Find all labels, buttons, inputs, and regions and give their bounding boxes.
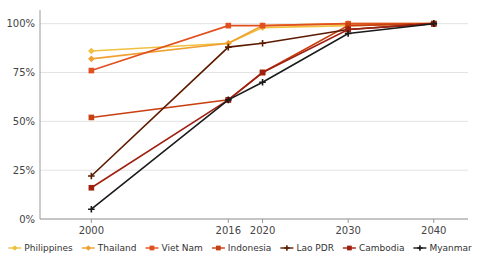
chart: 0% 25% 50% 75% 100% 2000 2016 2020 2030 2040 Phili… [0,0,480,261]
legend-label: Thailand [97,243,137,253]
point [259,79,266,86]
point [89,115,95,121]
point [260,23,266,29]
point [431,21,437,27]
x-tick [262,219,263,223]
x-tick-label: 2030 [335,225,360,236]
y-tick-label: 100% [6,18,35,29]
series-line [91,24,433,188]
series-line [91,24,433,176]
point [225,97,232,104]
point [88,206,95,213]
point [259,22,266,29]
y-tick-label: 75% [13,67,35,78]
legend-marker [12,245,18,251]
point [431,21,437,27]
legend-item: Myanmar [413,243,472,253]
plot-area [88,20,437,212]
y-tick-label: 0% [19,214,35,225]
point [89,185,95,191]
point [431,21,437,27]
legend-item: Lao PDR [280,243,334,253]
legend-marker [216,246,221,251]
y-axis-line [40,10,41,219]
legend-marker [150,246,155,251]
legend-item: Philippines [8,243,73,253]
point [430,20,437,27]
point [430,20,437,27]
legend-item: Viet Nam [145,243,202,253]
point [260,70,266,76]
point [225,44,232,51]
x-tick [91,219,92,223]
grid-line [40,219,468,220]
legend-marker [417,245,423,251]
point [89,68,95,74]
x-tick [348,219,349,223]
legend-label: Indonesia [228,243,272,253]
legend-label: Lao PDR [296,243,334,253]
legend-marker [85,245,91,251]
point [88,173,95,180]
point [259,40,266,47]
legend-item: Cambodia [343,243,405,253]
point [88,56,95,63]
x-tick-label: 2000 [79,225,104,236]
x-tick-label: 2016 [216,225,241,236]
legend-marker [284,245,290,251]
point [430,20,437,27]
point [88,48,95,55]
series-line [91,24,433,71]
grid-line [40,121,468,122]
series-line [91,24,433,210]
y-tick-label: 25% [13,165,35,176]
legend: Philippines Thailand Viet Nam Indonesia Lao … [8,243,472,253]
x-tick [433,219,434,223]
legend-label: Cambodia [359,243,405,253]
x-tick-label: 2020 [250,225,275,236]
x-tick [228,219,229,223]
series-line [91,24,433,118]
grid-line [40,170,468,171]
legend-label: Myanmar [429,243,472,253]
point [345,30,352,37]
point [226,23,232,29]
point [260,70,266,76]
legend-item: Indonesia [212,243,272,253]
legend-label: Philippines [24,243,73,253]
legend-label: Viet Nam [161,243,202,253]
x-axis-line [40,219,468,220]
legend-item: Thailand [82,243,137,253]
grid-line [40,72,468,73]
point [430,20,437,27]
legend-marker [347,246,352,251]
x-tick-label: 2040 [421,225,446,236]
y-tick-label: 50% [13,116,35,127]
